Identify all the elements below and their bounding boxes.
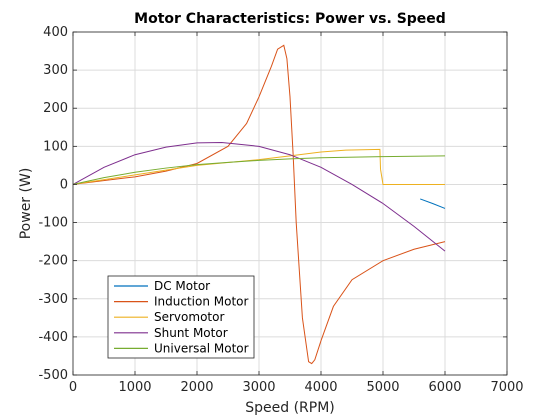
legend-label-servomotor: Servomotor — [154, 310, 224, 324]
series-line-shunt-motor — [73, 142, 446, 252]
series-line-dc-motor — [420, 198, 446, 209]
y-tick-label: 200 — [43, 101, 68, 116]
legend-label-induction-motor: Induction Motor — [154, 295, 249, 309]
x-tick-label: 0 — [69, 380, 77, 395]
chart-title: Motor Characteristics: Power vs. Speed — [134, 11, 446, 27]
y-tick-label: -200 — [38, 254, 68, 269]
y-tick-label: 0 — [60, 177, 68, 192]
y-tick-label: 400 — [43, 25, 68, 40]
plot-area — [73, 44, 446, 365]
x-axis-label: Speed (RPM) — [245, 400, 335, 416]
x-tick-label: 5000 — [366, 380, 399, 395]
axes-frame — [72, 31, 508, 376]
x-tick-label: 2000 — [180, 380, 213, 395]
legend-label-dc-motor: DC Motor — [154, 279, 210, 293]
legend-label-universal-motor: Universal Motor — [154, 341, 249, 355]
series-line-induction-motor — [73, 44, 446, 365]
y-tick-label: 100 — [43, 139, 68, 154]
x-tick-label: 1000 — [118, 380, 151, 395]
x-tick-label: 7000 — [490, 380, 523, 395]
x-tick-label: 4000 — [304, 380, 337, 395]
tick-labels: 0 1000 2000 3000 4000 5000 6000 7000-500-400-30… — [38, 25, 523, 395]
y-tick-label: 300 — [43, 63, 68, 78]
y-tick-label: -400 — [38, 330, 68, 345]
y-tick-label: -100 — [38, 216, 68, 231]
x-tick-label: 3000 — [242, 380, 275, 395]
series-line-universal-motor — [73, 155, 446, 185]
y-tick-label: -300 — [38, 292, 68, 307]
legend-label-shunt-motor: Shunt Motor — [154, 326, 228, 340]
y-axis-label: Power (W) — [18, 168, 34, 240]
y-tick-label: -500 — [38, 368, 68, 383]
x-tick-label: 6000 — [428, 380, 461, 395]
series-line-servomotor — [73, 148, 445, 185]
